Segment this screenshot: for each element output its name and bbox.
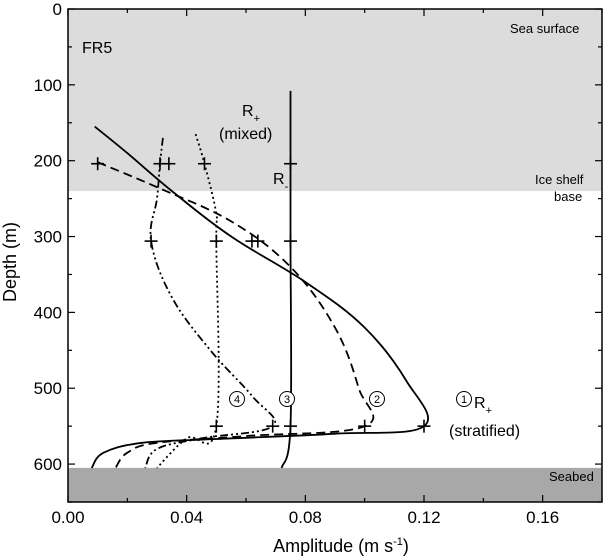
svg-text:3: 3 [284, 394, 290, 406]
r-plus-mixed-note: (mixed) [219, 126, 272, 143]
ice-shelf-label-1: Ice shelf [535, 172, 584, 187]
regions-layer [68, 9, 602, 502]
y-tick-label: 100 [34, 76, 62, 95]
y-axis-label: Depth (m) [0, 222, 20, 302]
mode-number-4: 4 [229, 391, 245, 407]
x-axis-label: Amplitude (m s-1) [273, 536, 409, 556]
r-minus-label: R- [273, 171, 289, 193]
series-line-dashed [97, 161, 375, 469]
sea-surface-band [68, 9, 602, 192]
x-tick-label: 0.16 [526, 508, 559, 527]
y-tick-label: 400 [34, 303, 62, 322]
series-layer [90, 90, 431, 469]
mode-number-2: 2 [369, 391, 385, 407]
series-line-dotted [156, 133, 220, 469]
ice-shelf-label-2: base [554, 189, 582, 204]
annotations-layer: FR5 Sea surface Ice shelf base Seabed R+… [82, 21, 594, 484]
x-tick-label: 0.04 [170, 508, 203, 527]
r-plus-stratified-note: (stratified) [449, 423, 520, 440]
seabed-band [68, 467, 602, 502]
seabed-label: Seabed [549, 469, 594, 484]
svg-text:1: 1 [461, 394, 467, 406]
x-tick-label: 0.00 [51, 508, 84, 527]
y-tick-label: 600 [34, 455, 62, 474]
mode-number-3: 3 [279, 391, 295, 407]
series-line-solid-vertical [280, 90, 293, 469]
x-tick-label: 0.12 [407, 508, 440, 527]
x-tick-label: 0.08 [289, 508, 322, 527]
sea-surface-label: Sea surface [510, 21, 579, 36]
r-plus-stratified-label: R+ [474, 395, 492, 417]
y-tick-label: 200 [34, 152, 62, 171]
axes-layer: 0.00 0.04 0.08 0.12 0.16 0 100 200 300 400 500 600 [34, 0, 603, 527]
y-tick-label: 500 [34, 379, 62, 398]
plot-frame [67, 8, 603, 503]
panel-label: FR5 [82, 40, 112, 57]
svg-text:2: 2 [374, 394, 380, 406]
r-plus-mixed-label: R+ [242, 103, 260, 125]
y-tick-label: 0 [53, 0, 62, 19]
svg-text:4: 4 [234, 394, 240, 406]
mode-number-1: 1 [456, 391, 472, 407]
y-tick-label: 300 [34, 228, 62, 247]
